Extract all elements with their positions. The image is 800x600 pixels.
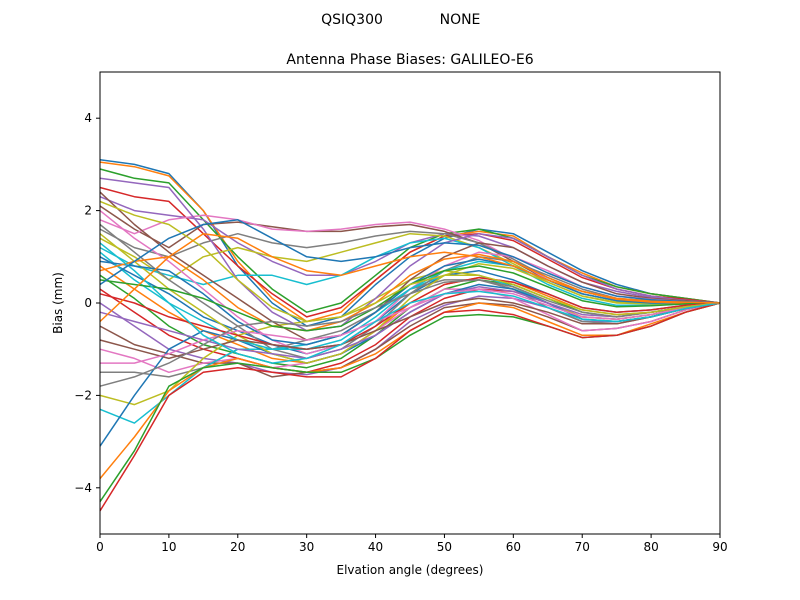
suptitle-left: QSIQ300	[321, 12, 383, 28]
x-tick-label: 60	[506, 540, 521, 554]
x-axis-ticks: 0 10 20 30 40 50 60 70 80 90	[96, 534, 728, 554]
series-line-38	[99, 279, 721, 387]
x-tick-label: 80	[643, 540, 658, 554]
series-line-29	[99, 233, 720, 364]
series-line-24	[99, 302, 721, 512]
y-tick-label: −2	[74, 388, 92, 402]
y-axis-label: Bias (mm)	[51, 272, 65, 334]
y-tick-label: 4	[84, 111, 92, 125]
series-line-9	[99, 232, 720, 305]
series-line-25	[99, 177, 721, 332]
series-line-37	[100, 288, 721, 364]
y-tick-label: 2	[84, 204, 92, 218]
y-tick-label: 0	[84, 296, 92, 310]
series-line-22	[99, 302, 721, 480]
plot-lines	[99, 159, 721, 512]
series-line-39	[99, 200, 721, 323]
series-line-32	[99, 253, 720, 332]
x-tick-label: 0	[96, 540, 104, 554]
x-tick-label: 40	[368, 540, 383, 554]
y-tick-label: −4	[74, 481, 92, 495]
x-tick-label: 10	[161, 540, 176, 554]
series-line-41	[99, 219, 721, 304]
series-line-40	[99, 242, 721, 364]
chart-title: Antenna Phase Biases: GALILEO-E6	[286, 52, 533, 68]
x-tick-label: 20	[230, 540, 245, 554]
x-tick-label: 90	[712, 540, 727, 554]
series-line-42	[99, 232, 721, 323]
x-tick-label: 70	[575, 540, 590, 554]
y-axis-ticks: −4 −2 0 2 4	[74, 111, 100, 495]
x-axis-label: Elvation angle (degrees)	[337, 563, 484, 577]
series-line-36	[99, 297, 721, 360]
x-tick-label: 30	[299, 540, 314, 554]
x-tick-label: 50	[437, 540, 452, 554]
series-line-10	[99, 237, 721, 307]
series-line-26	[99, 191, 721, 341]
suptitle-right: NONE	[440, 12, 481, 28]
